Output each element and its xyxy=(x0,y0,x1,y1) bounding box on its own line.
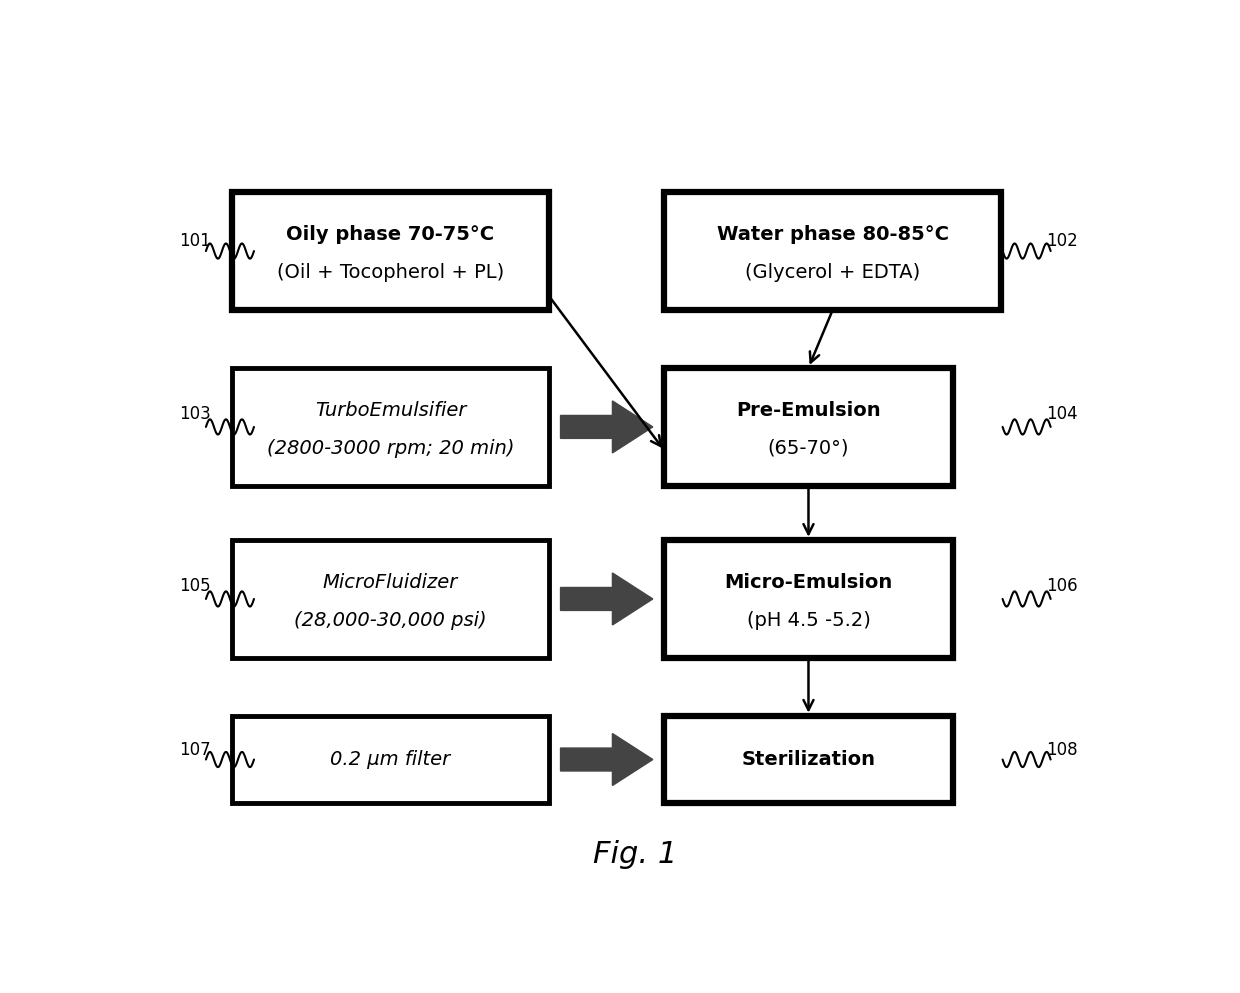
FancyBboxPatch shape xyxy=(665,540,952,658)
Text: 106: 106 xyxy=(1045,577,1078,595)
Text: 103: 103 xyxy=(179,404,211,423)
Text: (2800-3000 rpm; 20 min): (2800-3000 rpm; 20 min) xyxy=(267,439,515,458)
FancyBboxPatch shape xyxy=(232,540,549,658)
FancyBboxPatch shape xyxy=(232,367,549,487)
Text: 108: 108 xyxy=(1045,741,1078,759)
Text: Sterilization: Sterilization xyxy=(742,750,875,769)
Text: 107: 107 xyxy=(179,741,211,759)
FancyBboxPatch shape xyxy=(232,716,549,803)
FancyBboxPatch shape xyxy=(665,367,952,487)
Text: 105: 105 xyxy=(179,577,211,595)
Text: (28,000-30,000 psi): (28,000-30,000 psi) xyxy=(294,611,487,630)
Text: Pre-Emulsion: Pre-Emulsion xyxy=(737,401,880,420)
Text: Oily phase 70-75°C: Oily phase 70-75°C xyxy=(286,225,495,244)
Text: 0.2 μm filter: 0.2 μm filter xyxy=(330,750,450,769)
Text: (Oil + Tocopherol + PL): (Oil + Tocopherol + PL) xyxy=(277,263,505,282)
Polygon shape xyxy=(560,573,652,625)
FancyBboxPatch shape xyxy=(232,192,549,310)
Text: Micro-Emulsion: Micro-Emulsion xyxy=(724,573,893,592)
Text: (pH 4.5 -5.2): (pH 4.5 -5.2) xyxy=(746,611,870,630)
Polygon shape xyxy=(560,401,652,453)
FancyBboxPatch shape xyxy=(665,716,952,803)
Text: 101: 101 xyxy=(179,232,211,250)
Text: MicroFluidizer: MicroFluidizer xyxy=(322,573,458,592)
Text: TurboEmulsifier: TurboEmulsifier xyxy=(315,401,466,420)
Text: Fig. 1: Fig. 1 xyxy=(594,840,677,869)
Text: 104: 104 xyxy=(1045,404,1078,423)
Text: Water phase 80-85°C: Water phase 80-85°C xyxy=(717,225,949,244)
Polygon shape xyxy=(560,734,652,785)
Text: (65-70°): (65-70°) xyxy=(768,439,849,458)
FancyBboxPatch shape xyxy=(665,192,1001,310)
Text: 102: 102 xyxy=(1045,232,1078,250)
Text: (Glycerol + EDTA): (Glycerol + EDTA) xyxy=(745,263,920,282)
